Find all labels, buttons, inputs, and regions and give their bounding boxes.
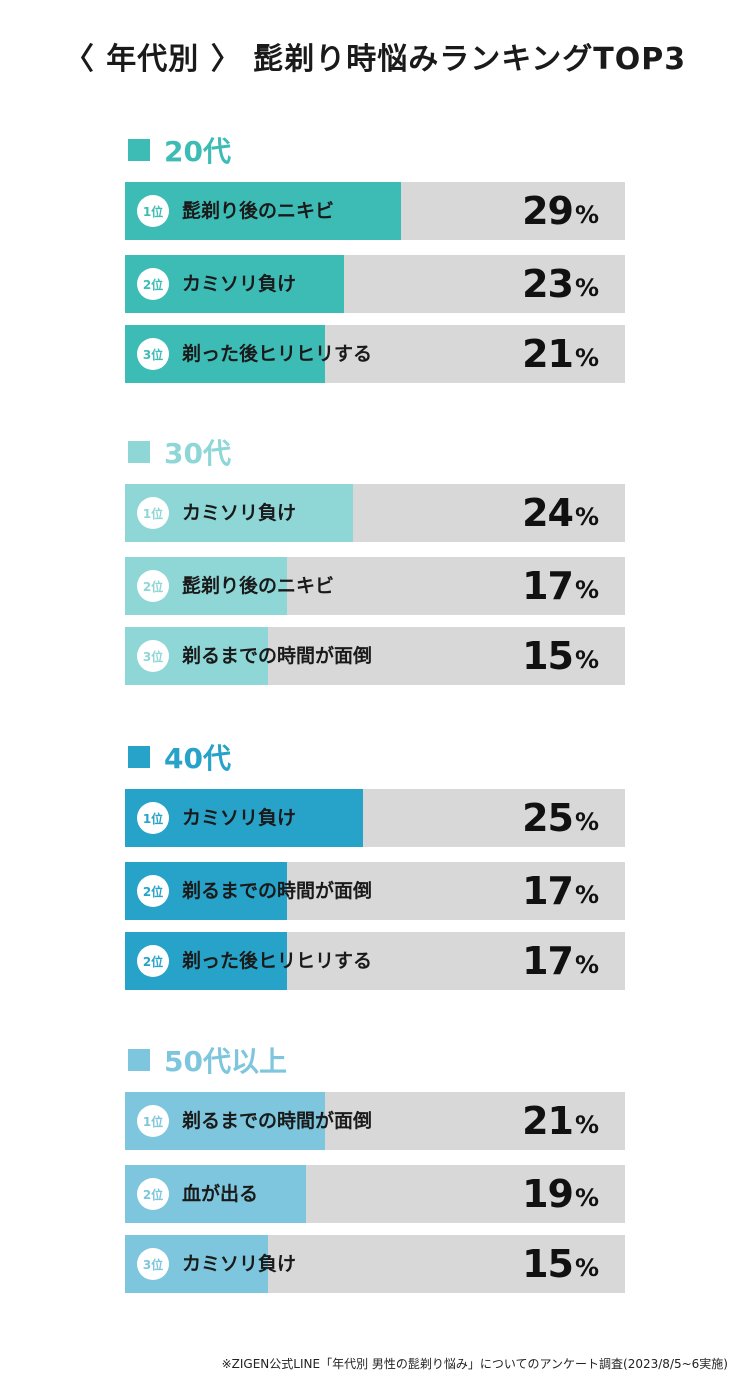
section-square-icon <box>128 441 150 463</box>
bar-label: 剃るまでの時間が面倒 <box>182 880 373 902</box>
bar-value-unit: % <box>574 201 599 229</box>
section-square-icon <box>128 746 150 768</box>
survey-footnote: ※ZIGEN公式LINE「年代別 男性の髭剃り悩み」についてのアンケート調査(2… <box>221 1357 728 1371</box>
ranking-row: 3位 剃った後ヒリヒリする 21% <box>125 325 625 383</box>
section-header: 20代 <box>128 130 231 170</box>
rank-badge: 1位 <box>137 497 169 529</box>
bar-label: 髭剃り後のニキビ <box>182 200 335 222</box>
bar-value: 19% <box>522 1165 599 1223</box>
bar-value-number: 17 <box>522 564 574 608</box>
bar-value-number: 24 <box>522 491 574 535</box>
bar-value: 21% <box>522 1092 599 1150</box>
section-title: 50代以上 <box>164 1045 287 1078</box>
bar-label: 剃った後ヒリヒリする <box>182 950 373 972</box>
bar-value-unit: % <box>574 808 599 836</box>
bar-value-number: 15 <box>522 634 574 678</box>
bar-value-number: 21 <box>522 332 574 376</box>
ranking-row: 3位 カミソリ負け 15% <box>125 1235 625 1293</box>
bar-label: 剃るまでの時間が面倒 <box>182 1110 373 1132</box>
age-group-section: 30代 1位 カミソリ負け 24% 2位 髭剃り後のニキビ 17% 3位 剃るまでの時間が面倒 1… <box>125 432 625 692</box>
ranking-row: 1位 剃るまでの時間が面倒 21% <box>125 1092 625 1150</box>
bar-value-number: 29 <box>522 189 574 233</box>
bar-value-unit: % <box>574 503 599 531</box>
bar-label: 血が出る <box>182 1183 259 1205</box>
bar-label: カミソリ負け <box>182 502 297 524</box>
rank-badge: 1位 <box>137 1105 169 1137</box>
bar-value-unit: % <box>574 1184 599 1212</box>
section-square-icon <box>128 139 150 161</box>
bar-value: 17% <box>522 932 599 990</box>
bar-value-number: 25 <box>522 796 574 840</box>
bar-value-number: 17 <box>522 869 574 913</box>
bar-label: 剃るまでの時間が面倒 <box>182 645 373 667</box>
bar-value: 29% <box>522 182 599 240</box>
ranking-row: 2位 血が出る 19% <box>125 1165 625 1223</box>
section-header: 40代 <box>128 737 231 777</box>
bar-value-unit: % <box>574 1254 599 1282</box>
ranking-row: 1位 カミソリ負け 24% <box>125 484 625 542</box>
bar-value-number: 15 <box>522 1242 574 1286</box>
bar-value: 25% <box>522 789 599 847</box>
bar-value: 17% <box>522 862 599 920</box>
bar-label: カミソリ負け <box>182 1253 297 1275</box>
rank-badge: 2位 <box>137 1178 169 1210</box>
rank-badge: 2位 <box>137 268 169 300</box>
rank-badge: 3位 <box>137 640 169 672</box>
ranking-row: 3位 剃るまでの時間が面倒 15% <box>125 627 625 685</box>
section-title: 30代 <box>164 437 231 470</box>
bar-value: 24% <box>522 484 599 542</box>
ranking-row: 2位 髭剃り後のニキビ 17% <box>125 557 625 615</box>
bar-label: カミソリ負け <box>182 273 297 295</box>
bar-value-number: 17 <box>522 939 574 983</box>
section-square-icon <box>128 1049 150 1071</box>
bar-value: 23% <box>522 255 599 313</box>
rank-badge: 2位 <box>137 570 169 602</box>
ranking-row: 2位 剃った後ヒリヒリする 17% <box>125 932 625 990</box>
bar-value-unit: % <box>574 881 599 909</box>
rank-badge: 2位 <box>137 875 169 907</box>
bar-value-number: 21 <box>522 1099 574 1143</box>
age-group-section: 50代以上 1位 剃るまでの時間が面倒 21% 2位 血が出る 19% 3位 カミソリ負け 15% <box>125 1040 625 1300</box>
bar-label: カミソリ負け <box>182 807 297 829</box>
section-header: 50代以上 <box>128 1040 287 1080</box>
bar-value-number: 19 <box>522 1172 574 1216</box>
bar-value-unit: % <box>574 576 599 604</box>
bar-value-number: 23 <box>522 262 574 306</box>
bar-value: 21% <box>522 325 599 383</box>
rank-badge: 1位 <box>137 195 169 227</box>
rank-badge: 3位 <box>137 1248 169 1280</box>
ranking-row: 2位 カミソリ負け 23% <box>125 255 625 313</box>
bar-label: 剃った後ヒリヒリする <box>182 343 373 365</box>
section-header: 30代 <box>128 432 231 472</box>
section-title: 40代 <box>164 742 231 775</box>
bar-value-unit: % <box>574 274 599 302</box>
bar-value-unit: % <box>574 951 599 979</box>
rank-badge: 3位 <box>137 338 169 370</box>
bar-label: 髭剃り後のニキビ <box>182 575 335 597</box>
bar-value: 15% <box>522 1235 599 1293</box>
rank-badge: 1位 <box>137 802 169 834</box>
page-title: 〈 年代別 〉 髭剃り時悩みランキングTOP3 <box>63 42 687 77</box>
section-title: 20代 <box>164 135 231 168</box>
ranking-row: 2位 剃るまでの時間が面倒 17% <box>125 862 625 920</box>
rank-badge: 2位 <box>137 945 169 977</box>
bar-value: 17% <box>522 557 599 615</box>
ranking-row: 1位 髭剃り後のニキビ 29% <box>125 182 625 240</box>
bar-fill <box>125 182 401 240</box>
bar-value-unit: % <box>574 1111 599 1139</box>
age-group-section: 20代 1位 髭剃り後のニキビ 29% 2位 カミソリ負け 23% 3位 剃った後ヒリヒリする 2… <box>125 130 625 390</box>
ranking-row: 1位 カミソリ負け 25% <box>125 789 625 847</box>
age-group-section: 40代 1位 カミソリ負け 25% 2位 剃るまでの時間が面倒 17% 2位 剃った後ヒリヒリす… <box>125 737 625 997</box>
bar-value: 15% <box>522 627 599 685</box>
bar-value-unit: % <box>574 646 599 674</box>
bar-value-unit: % <box>574 344 599 372</box>
